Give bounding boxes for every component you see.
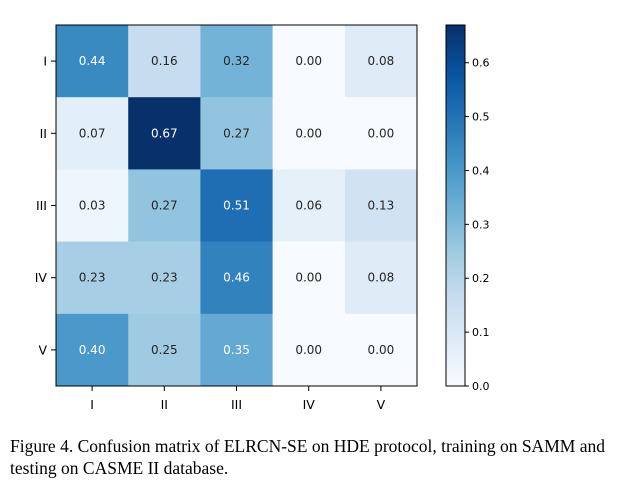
confusion-matrix-figure: 0.44 0.16 0.32 0.00 0.080.07 0.67 0.27 0.00 0.00… [35, 24, 490, 412]
cell-value-label: 0.27 [223, 126, 250, 140]
y-tick-label: I [43, 54, 47, 69]
matrix-cells: 0.44 0.16 0.32 0.00 0.08 0.07 0.67 0.27 0.00 0.00… [56, 25, 418, 387]
cell-value-label: 0.06 [295, 199, 322, 213]
figure-caption: Figure 4. Confusion matrix of ELRCN-SE o… [10, 436, 605, 478]
colorbar-frame [445, 24, 466, 387]
y-tick-label: IV [35, 270, 48, 285]
matrix-cell [200, 241, 274, 315]
cell-value-label: 0.23 [79, 271, 106, 285]
matrix-cell [272, 169, 346, 243]
matrix-cell [344, 169, 418, 243]
matrix-cell [200, 25, 274, 98]
cell-value-label: 0.35 [223, 343, 250, 357]
x-tick-label: IV [303, 397, 316, 412]
matrix-cell [128, 97, 201, 170]
cell-value-label: 0.00 [295, 343, 322, 357]
colorbar-tick-label: 0.6 [472, 57, 490, 70]
colorbar-gradient [446, 25, 465, 386]
y-tick-label: II [40, 126, 47, 141]
matrix-cell [128, 241, 201, 315]
matrix-cell [272, 241, 346, 315]
matrix-cell [344, 97, 418, 170]
matrix-cell [272, 25, 346, 98]
matrix-cell [56, 25, 129, 98]
cell-value-label: 0.27 [151, 199, 178, 213]
x-tick-label: II [161, 397, 168, 412]
matrix-cell [128, 25, 201, 98]
x-tick-label: V [377, 397, 386, 412]
matrix-cell [344, 241, 418, 315]
colorbar-tick-label: 0.3 [472, 218, 490, 231]
cell-value-label: 0.00 [368, 343, 395, 357]
cell-value-label: 0.13 [368, 199, 395, 213]
matrix-cell [128, 169, 201, 243]
cell-value-label: 0.00 [368, 126, 395, 140]
cell-value-label: 0.46 [223, 271, 250, 285]
colorbar-tick-label: 0.0 [472, 380, 490, 393]
matrix-cell [272, 313, 346, 387]
x-axis: I II III IV V [90, 386, 386, 412]
y-tick-label: V [38, 342, 47, 357]
x-tick-label: III [231, 397, 242, 412]
matrix-cell [200, 97, 274, 170]
x-tick-label: I [90, 397, 94, 412]
cell-value-label: 0.08 [368, 271, 395, 285]
cell-value-label: 0.08 [368, 54, 395, 68]
matrix-cell [272, 97, 346, 170]
cell-value-label: 0.51 [223, 199, 250, 213]
colorbar-tick-label: 0.2 [472, 272, 490, 285]
matrix-cell [344, 25, 418, 98]
cell-value-label: 0.03 [79, 199, 106, 213]
cell-value-label: 0.00 [295, 271, 322, 285]
cell-value-label: 0.00 [295, 126, 322, 140]
cell-value-label: 0.40 [79, 343, 106, 357]
cell-value-label: 0.44 [79, 54, 106, 68]
cell-value-label: 0.00 [295, 54, 322, 68]
matrix-cell [200, 313, 274, 387]
colorbar-tick-label: 0.4 [472, 164, 490, 177]
y-tick-label: III [36, 198, 47, 213]
cell-value-label: 0.25 [151, 343, 178, 357]
cell-value-label: 0.23 [151, 271, 178, 285]
colorbar-tick-label: 0.1 [472, 326, 490, 339]
cell-value-label: 0.16 [151, 54, 178, 68]
cell-value-label: 0.32 [223, 54, 250, 68]
matrix-cell [128, 313, 201, 387]
cell-value-label: 0.67 [151, 126, 178, 140]
colorbar-tick-label: 0.5 [472, 111, 490, 124]
matrix-cell [56, 169, 129, 243]
matrix-cell [56, 313, 129, 387]
cell-value-label: 0.07 [79, 126, 106, 140]
matrix-cell [344, 313, 418, 387]
matrix-cell [56, 241, 129, 315]
matrix-cell [56, 97, 129, 170]
colorbar: 0.0 0.1 0.2 0.3 0.4 0.5 0.6 [445, 24, 490, 393]
matrix-cell [200, 169, 274, 243]
